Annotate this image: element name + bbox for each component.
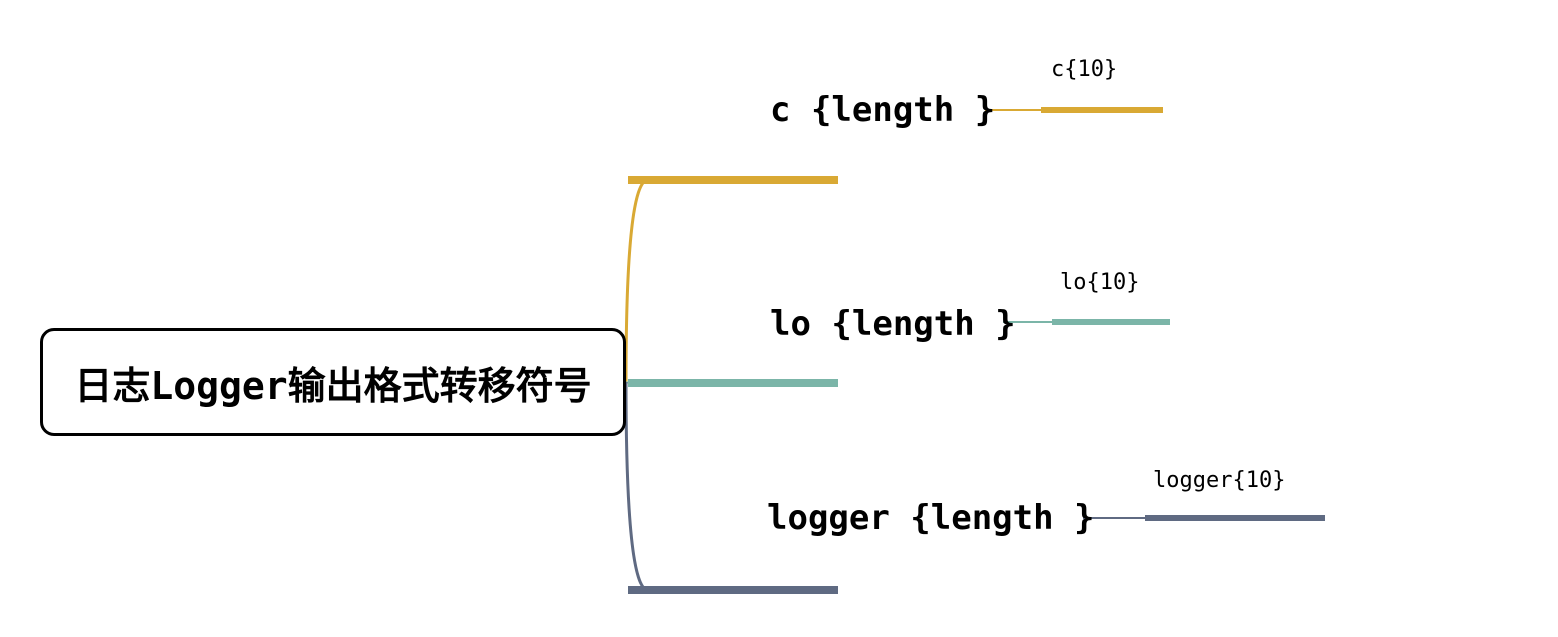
leaf-label-lo: lo{10} — [1060, 270, 1139, 295]
leaf-label-c: c{10} — [1051, 57, 1117, 82]
root-label: 日志Logger输出格式转移符号 — [74, 355, 591, 410]
branch-label-logger: logger {length } — [767, 498, 1095, 538]
leaf-label-logger: logger{10} — [1153, 468, 1285, 493]
branch-label-c: c {length } — [770, 90, 995, 130]
root-node: 日志Logger输出格式转移符号 — [40, 328, 626, 436]
branch-label-lo: lo {length } — [770, 304, 1016, 344]
